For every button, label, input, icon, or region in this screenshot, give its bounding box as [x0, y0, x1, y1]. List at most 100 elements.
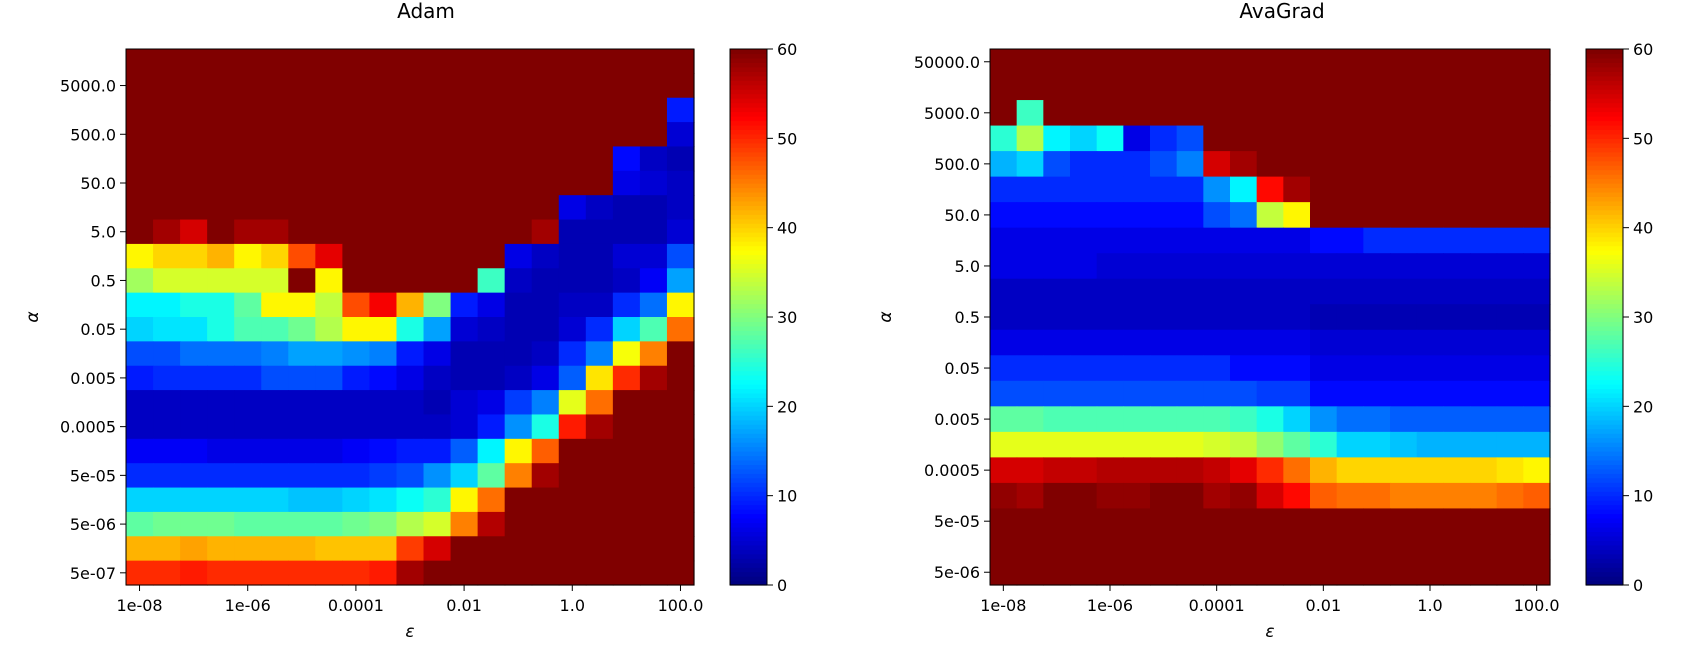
- colorbar-segment: [730, 410, 767, 416]
- heatmap-cell: [450, 414, 479, 440]
- heatmap-cell: [180, 560, 208, 586]
- colorbar-segment: [730, 531, 767, 537]
- heatmap-cell: [1256, 355, 1284, 382]
- heatmap-cell: [666, 292, 695, 318]
- heatmap-cell: [396, 487, 425, 513]
- heatmap-cell: [558, 122, 587, 148]
- heatmap-cell: [261, 122, 289, 148]
- colorbar-segment: [730, 156, 767, 162]
- heatmap-cell: [1230, 49, 1258, 76]
- heatmap-cell: [342, 268, 371, 294]
- colorbar-segment: [1586, 151, 1623, 157]
- heatmap-cell: [1363, 380, 1391, 407]
- heatmap-cell: [1150, 49, 1178, 76]
- heatmap-cell: [1336, 151, 1364, 178]
- heatmap-cell: [315, 487, 343, 513]
- colorbar-tick-label: 40: [1633, 219, 1653, 238]
- heatmap-cell: [1416, 304, 1444, 331]
- heatmap-cell: [1283, 533, 1311, 561]
- heatmap-cell: [1523, 227, 1551, 254]
- heatmap-cell: [180, 317, 208, 342]
- heatmap-cell: [666, 122, 695, 148]
- colorbar-segment: [1586, 392, 1623, 398]
- heatmap-cell: [1470, 304, 1498, 331]
- heatmap-cell: [639, 317, 668, 342]
- heatmap-cell: [315, 219, 343, 245]
- heatmap-cell: [1523, 125, 1551, 152]
- heatmap-cell: [180, 438, 208, 464]
- heatmap-cell: [585, 560, 614, 586]
- heatmap-cell: [666, 487, 695, 513]
- heatmap-cell: [1416, 380, 1444, 407]
- heatmap-cell: [1416, 202, 1444, 229]
- heatmap-cell: [1363, 431, 1391, 458]
- heatmap-cell: [1283, 559, 1311, 586]
- heatmap-cell: [1070, 355, 1098, 382]
- colorbar-segment: [730, 428, 767, 434]
- heatmap-cell: [1523, 431, 1551, 458]
- heatmap-cell: [1016, 380, 1044, 407]
- heatmap-cell: [612, 511, 641, 537]
- heatmap-cell: [234, 317, 262, 342]
- colorbar-segment: [730, 138, 767, 144]
- heatmap-cell: [1523, 49, 1551, 76]
- y-tick-label: 0.005: [934, 410, 980, 429]
- heatmap-cell: [315, 268, 343, 294]
- heatmap-cell: [369, 292, 398, 318]
- heatmap-cell: [1310, 329, 1338, 356]
- heatmap-cell: [1123, 431, 1151, 458]
- heatmap-cell: [1230, 74, 1258, 101]
- heatmap-cell: [126, 341, 154, 367]
- heatmap-cell: [261, 463, 289, 489]
- colorbar-segment: [730, 241, 767, 247]
- heatmap-cell: [990, 482, 1018, 510]
- heatmap-cell: [477, 122, 506, 148]
- heatmap-cell: [1043, 202, 1071, 229]
- heatmap-cell: [261, 560, 289, 586]
- colorbar-segment: [730, 419, 767, 425]
- heatmap-cell: [1416, 176, 1444, 203]
- heatmap-cell: [288, 49, 316, 74]
- colorbar-segment: [1586, 294, 1623, 300]
- heatmap-cell: [1043, 304, 1071, 331]
- heatmap-cell: [585, 390, 614, 416]
- heatmap-cell: [585, 97, 614, 123]
- colorbar-segment: [730, 107, 767, 113]
- heatmap-cell: [639, 146, 668, 172]
- heatmap-cell: [1016, 355, 1044, 382]
- colorbar-segment: [730, 415, 767, 421]
- heatmap-cell: [1016, 227, 1044, 254]
- heatmap-cell: [207, 49, 235, 74]
- heatmap-cell: [612, 97, 641, 123]
- heatmap-cell: [1363, 406, 1391, 433]
- heatmap-cell: [1470, 125, 1498, 152]
- heatmap-cell: [639, 195, 668, 221]
- heatmap-cell: [1363, 508, 1391, 535]
- heatmap-cell: [504, 536, 533, 562]
- heatmap-cell: [423, 292, 452, 318]
- heatmap-cell: [126, 122, 154, 148]
- heatmap-cell: [1416, 278, 1444, 305]
- heatmap-cell: [1336, 355, 1364, 382]
- heatmap-cell: [342, 560, 371, 586]
- colorbar-segment: [730, 214, 767, 220]
- colorbar-segment: [1586, 290, 1623, 296]
- heatmap-cell: [1310, 508, 1338, 535]
- heatmap-cell: [369, 73, 398, 99]
- heatmap-cell: [396, 73, 425, 99]
- heatmap-cell: [1203, 508, 1231, 535]
- heatmap-cell: [342, 487, 371, 513]
- heatmap-cell: [369, 414, 398, 440]
- heatmap-cell: [1363, 202, 1391, 229]
- heatmap-cell: [207, 195, 235, 221]
- heatmap-cell: [1470, 508, 1498, 535]
- heatmap-cell: [1256, 176, 1284, 203]
- colorbar-segment: [730, 361, 767, 367]
- heatmap-cell: [1230, 125, 1258, 152]
- colorbar-segment: [730, 290, 767, 296]
- heatmap-cell: [1230, 355, 1258, 382]
- heatmap-cell: [1416, 533, 1444, 561]
- heatmap-cell: [1176, 533, 1204, 561]
- heatmap-cell: [639, 463, 668, 489]
- heatmap-cell: [504, 560, 533, 586]
